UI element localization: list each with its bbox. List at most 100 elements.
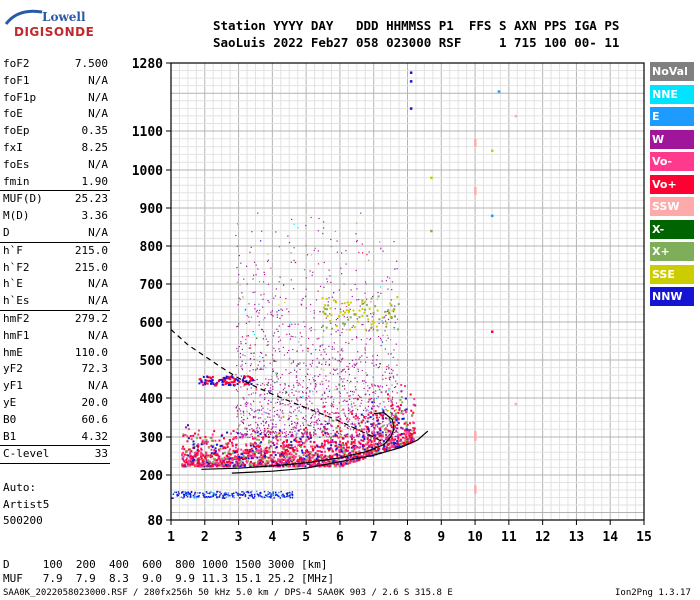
echo-point	[359, 356, 361, 358]
echo-point	[290, 406, 292, 408]
echo-point	[287, 446, 290, 449]
param-value: 215.0	[74, 243, 108, 257]
echo-point	[206, 440, 209, 443]
echo-point	[343, 453, 346, 456]
echo-point	[272, 492, 274, 494]
echo-point	[294, 437, 297, 440]
echo-point	[282, 284, 285, 286]
echo-point	[376, 405, 378, 407]
echo-point	[274, 295, 277, 297]
echo-point	[191, 459, 194, 462]
echo-point	[323, 227, 325, 229]
echo-point	[192, 434, 195, 437]
echo-point	[323, 358, 325, 360]
echo-point	[273, 332, 276, 334]
echo-point	[397, 359, 399, 361]
echo-point	[313, 428, 315, 431]
echo-point	[377, 367, 379, 369]
echo-point	[288, 418, 290, 420]
echo-point	[279, 419, 281, 421]
echo-point	[266, 393, 268, 395]
echo-point	[214, 450, 217, 453]
echo-point	[305, 408, 307, 410]
echo-point	[374, 435, 376, 438]
echo-point	[253, 352, 255, 354]
echo-point	[250, 316, 253, 318]
echo-point	[293, 368, 296, 370]
echo-point	[267, 384, 269, 387]
echo-point	[393, 425, 396, 428]
echo-point	[192, 456, 195, 459]
echo-point	[361, 299, 364, 302]
echo-point	[324, 455, 327, 458]
echo-point	[369, 338, 371, 341]
echo-point	[390, 399, 392, 401]
echo-point	[381, 316, 384, 319]
echo-point	[246, 461, 249, 464]
echo-point	[286, 352, 289, 354]
echo-point	[343, 434, 345, 436]
echo-point	[353, 440, 356, 443]
echo-point	[202, 458, 205, 461]
echo-point	[176, 493, 178, 496]
echo-point	[360, 339, 362, 341]
echo-point	[200, 465, 203, 468]
echo-point	[238, 463, 241, 466]
echo-point	[300, 303, 302, 305]
echo-point	[309, 440, 312, 443]
echo-point	[375, 325, 378, 328]
echo-point	[394, 413, 397, 416]
echo-point	[262, 368, 264, 370]
echo-point	[246, 430, 248, 433]
echo-point	[391, 372, 393, 374]
axis-ticks: 1 2 3 4 5 6 7 8 9 10 11 12 13 14 158020030040050060070…	[132, 57, 652, 545]
echo-point	[390, 444, 393, 447]
echo-point	[346, 419, 348, 421]
echo-point	[382, 418, 384, 420]
echo-point	[324, 307, 327, 310]
echo-point	[341, 442, 344, 445]
echo-point	[212, 495, 214, 498]
echo-point	[268, 427, 270, 429]
echo-point	[385, 368, 388, 370]
echo-point	[358, 434, 360, 436]
echo-point	[284, 383, 286, 385]
echo-point	[378, 366, 381, 368]
echo-point	[236, 451, 239, 454]
x-tick-label: 11	[501, 530, 517, 545]
echo-point	[353, 313, 356, 316]
echo-point	[413, 427, 416, 430]
echo-point	[260, 449, 263, 452]
echo-point	[290, 335, 292, 337]
echo-point	[373, 443, 376, 446]
echo-point	[296, 463, 299, 466]
echo-point	[358, 456, 361, 459]
echo-point	[344, 425, 346, 427]
echo-point	[332, 459, 335, 462]
echo-point	[218, 439, 221, 442]
echo-point	[253, 352, 255, 355]
echo-point	[391, 437, 394, 440]
echo-point	[242, 493, 244, 496]
echo-point	[243, 414, 245, 416]
echo-point	[319, 446, 322, 449]
echo-point	[279, 497, 282, 499]
param-value: 33	[94, 447, 108, 461]
echo-point	[269, 387, 272, 389]
echo-point	[203, 460, 206, 463]
echo-point	[268, 456, 271, 459]
echo-point	[395, 417, 397, 419]
echo-point	[355, 413, 357, 415]
echo-point	[359, 405, 361, 407]
echo-point	[288, 459, 291, 462]
echo-point	[324, 363, 327, 365]
echo-scatter-layer	[171, 71, 518, 499]
echo-point	[244, 448, 247, 451]
echo-point	[392, 442, 395, 445]
echo-point	[241, 336, 244, 338]
echo-point	[322, 232, 324, 235]
echo-point	[217, 496, 220, 498]
echo-point	[388, 442, 391, 445]
echo-point	[368, 307, 371, 310]
echo-point	[291, 400, 293, 402]
